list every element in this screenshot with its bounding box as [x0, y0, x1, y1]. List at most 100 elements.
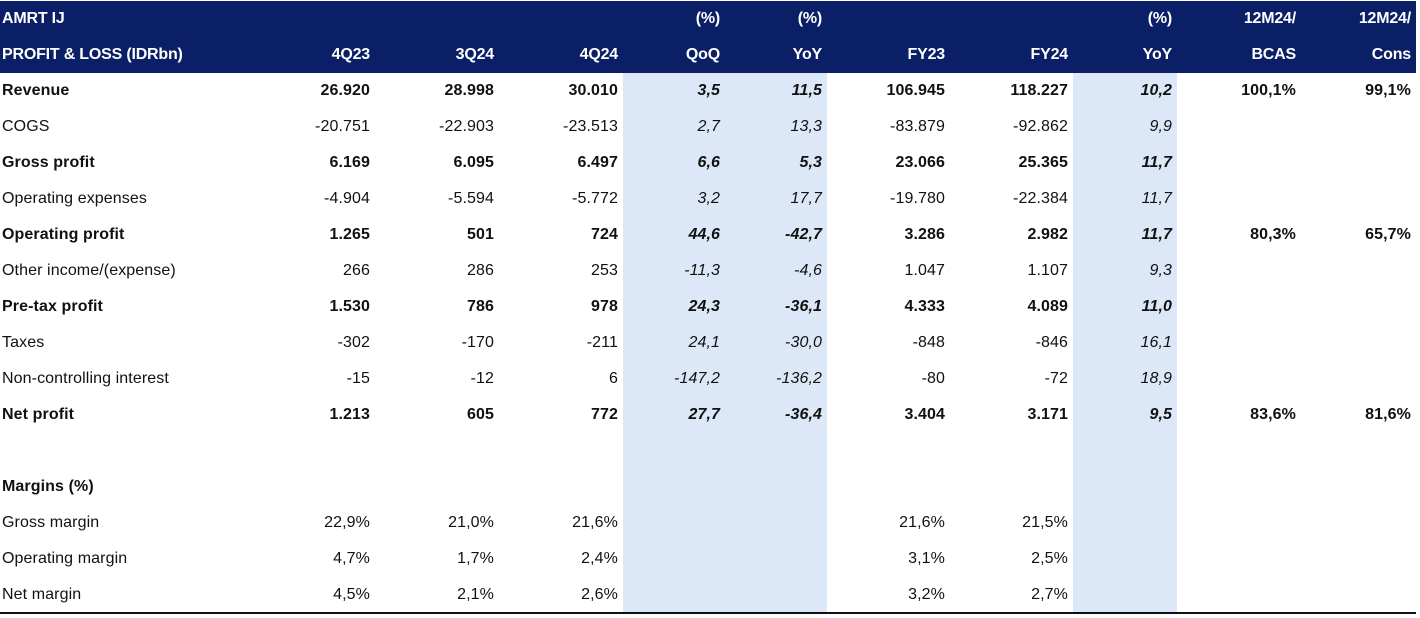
table-cell [1301, 505, 1416, 541]
table-cell: -5.594 [448, 190, 494, 207]
row-label: Pre-tax profit [2, 298, 103, 315]
table-cell: 1.107 [1027, 262, 1068, 279]
table-cell: 118.227 [1010, 82, 1068, 99]
table-cell: -5.772 [572, 190, 618, 207]
header-cell: QoQ [623, 37, 725, 73]
table-cell: 6.095 [453, 154, 494, 171]
table-cell: 18,9 [1073, 361, 1177, 397]
table-cell: 724 [591, 226, 618, 243]
table-row: Operating margin 4,7% 1,7% 2,4% 3,1% 2,5% [0, 541, 1416, 577]
table-cell [725, 433, 827, 469]
table-cell: -22.384 [1013, 190, 1068, 207]
header-cell [250, 1, 375, 37]
table-cell [1073, 433, 1177, 469]
row-label: Operating expenses [2, 190, 148, 207]
table-cell: -36,4 [725, 397, 827, 433]
row-label: Gross margin [2, 514, 100, 531]
table-cell [499, 469, 623, 505]
table-cell: 2,4% [581, 550, 618, 567]
header-cell: 12M24/ [1177, 1, 1301, 37]
table-cell [1301, 325, 1416, 361]
table-cell: 6.497 [577, 154, 618, 171]
table-cell: -23.513 [563, 118, 618, 135]
row-label: COGS [2, 118, 50, 135]
table-cell: 1.047 [904, 262, 945, 279]
table-cell: 4,5% [250, 577, 375, 614]
table-cell: 1,7% [457, 550, 494, 567]
table-cell: 772 [591, 406, 618, 423]
table-cell: 27,7 [623, 397, 725, 433]
table-cell: -19.780 [890, 190, 945, 207]
table-cell [1301, 181, 1416, 217]
table-cell: 11,7 [1073, 145, 1177, 181]
table-cell: 24,1 [623, 325, 725, 361]
table-cell [1073, 505, 1177, 541]
table-cell [1301, 109, 1416, 145]
table-cell [623, 505, 725, 541]
table-cell [725, 541, 827, 577]
table-cell [1073, 577, 1177, 614]
table-cell [1177, 577, 1301, 614]
table-cell: 3,2% [827, 577, 950, 614]
table-cell: -211 [586, 334, 618, 351]
table-cell: -22.903 [439, 118, 494, 135]
table-row: COGS -20.751 -22.903 -23.513 2,7 13,3 -83.879 -… [0, 109, 1416, 145]
table-cell: 83,6% [1250, 406, 1296, 423]
header-cell [950, 1, 1073, 37]
table-cell: 13,3 [725, 109, 827, 145]
header-cell [499, 1, 623, 37]
table-cell: 286 [467, 262, 494, 279]
table-cell [725, 469, 827, 505]
table-cell [1177, 541, 1301, 577]
table-cell: 44,6 [623, 217, 725, 253]
table-cell [1177, 361, 1301, 397]
table-cell [375, 469, 499, 505]
table-cell: 22,9% [324, 514, 370, 531]
table-cell: 100,1% [1241, 82, 1296, 99]
header-cell: 12M24/ [1301, 1, 1416, 37]
table-cell: 501 [467, 226, 494, 243]
table-cell: 28.998 [444, 82, 494, 99]
table-cell: 2,7 [623, 109, 725, 145]
table-cell [1177, 289, 1301, 325]
table-cell: 17,7 [725, 181, 827, 217]
table-cell [375, 433, 499, 469]
header-cell: YoY [725, 37, 827, 73]
table-cell: -170 [461, 334, 494, 351]
table-cell: 2,6% [499, 577, 623, 614]
table-cell [827, 469, 950, 505]
table-row: Net profit 1.213 605 772 27,7 -36,4 3.404 3.171… [0, 397, 1416, 433]
table-row: Taxes -302 -170 -211 24,1 -30,0 -848 -846 16,1 [0, 325, 1416, 361]
table-cell [1301, 289, 1416, 325]
table-cell [1301, 361, 1416, 397]
table-cell: 786 [467, 298, 494, 315]
header-cell: 3Q24 [375, 37, 499, 73]
table-cell: 4,7% [333, 550, 370, 567]
table-cell: 253 [591, 262, 618, 279]
table-cell: 11,5 [725, 73, 827, 109]
table-cell: 30.010 [568, 82, 618, 99]
table-cell: 3.171 [1027, 406, 1068, 423]
table-cell: 6 [609, 370, 618, 387]
table-cell [950, 433, 1073, 469]
row-label: Operating margin [2, 550, 128, 567]
row-label: Net profit [2, 406, 75, 423]
table-cell: 605 [467, 406, 494, 423]
table-cell: 10,2 [1073, 73, 1177, 109]
header-cell: (%) [623, 1, 725, 37]
header-cell: (%) [1073, 1, 1177, 37]
table-cell: 2,5% [1031, 550, 1068, 567]
table-cell: 16,1 [1073, 325, 1177, 361]
table-cell [623, 541, 725, 577]
table-cell [1301, 145, 1416, 181]
table-cell: 1.265 [329, 226, 370, 243]
table-cell: 1.213 [329, 406, 370, 423]
table-cell [1177, 433, 1301, 469]
table-cell: -12 [470, 370, 494, 387]
table-cell: 6.169 [329, 154, 370, 171]
table-cell [827, 433, 950, 469]
header-cell: FY24 [950, 37, 1073, 73]
header-row-2: PROFIT & LOSS (IDRbn) 4Q23 3Q24 4Q24 QoQ… [0, 37, 1416, 73]
table-cell [1301, 541, 1416, 577]
